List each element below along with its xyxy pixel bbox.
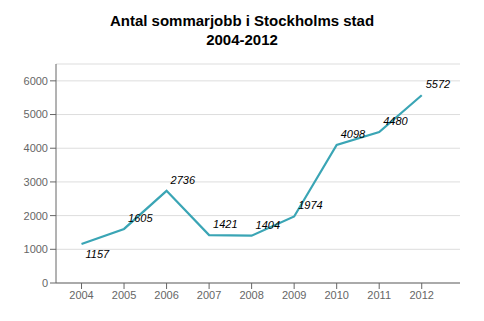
svg-text:0: 0: [42, 277, 48, 289]
svg-text:1421: 1421: [213, 218, 237, 230]
svg-text:1157: 1157: [86, 248, 111, 260]
svg-text:1974: 1974: [298, 199, 322, 211]
svg-text:2008: 2008: [239, 289, 263, 301]
svg-text:1605: 1605: [128, 212, 153, 224]
svg-text:1404: 1404: [256, 219, 280, 231]
svg-text:2007: 2007: [197, 289, 221, 301]
svg-text:2010: 2010: [324, 289, 348, 301]
svg-text:2006: 2006: [154, 289, 178, 301]
svg-text:2000: 2000: [24, 210, 48, 222]
svg-text:4000: 4000: [24, 142, 48, 154]
svg-text:2011: 2011: [367, 289, 391, 301]
svg-text:3000: 3000: [24, 176, 48, 188]
html-text:2004-2012: 2004-2012: [206, 31, 278, 48]
svg-text:2009: 2009: [282, 289, 306, 301]
svg-text:2736: 2736: [170, 174, 196, 186]
svg-text:1000: 1000: [24, 243, 48, 255]
svg-text:2012: 2012: [409, 289, 433, 301]
svg-text:5000: 5000: [24, 108, 48, 120]
svg-text:5572: 5572: [426, 78, 450, 90]
svg-text:4480: 4480: [383, 115, 408, 127]
svg-text:2004: 2004: [69, 289, 93, 301]
svg-text:6000: 6000: [24, 75, 48, 87]
svg-text:4098: 4098: [341, 128, 366, 140]
svg-text:2005: 2005: [112, 289, 136, 301]
html-text:Antal sommarjobb i Stockholms: Antal sommarjobb i Stockholms stad: [109, 12, 375, 29]
